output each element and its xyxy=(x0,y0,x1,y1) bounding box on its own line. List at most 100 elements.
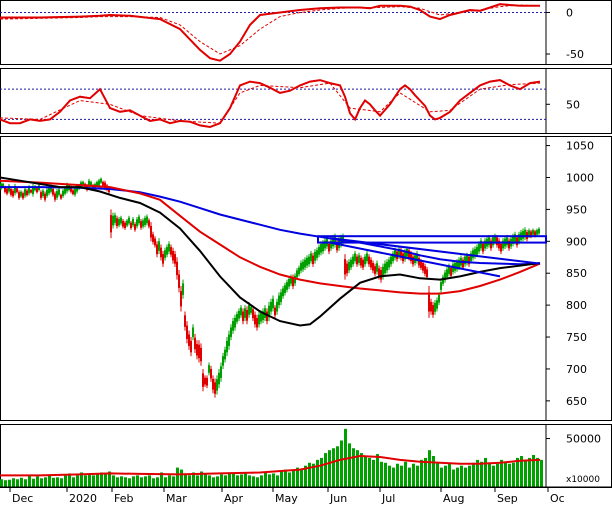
volume-bar xyxy=(432,455,435,487)
candle-body xyxy=(32,186,34,195)
volume-bar xyxy=(528,457,531,487)
volume-bar xyxy=(88,473,91,487)
candle-body xyxy=(300,263,302,271)
candle-body xyxy=(352,256,354,265)
candle-body xyxy=(334,236,336,245)
candle-body xyxy=(370,259,372,268)
volume-bar xyxy=(180,469,183,487)
candle-body xyxy=(64,188,66,194)
volume-bar xyxy=(0,479,3,487)
volume-bar xyxy=(336,446,339,487)
candle-body xyxy=(266,311,268,322)
candle-body xyxy=(216,379,218,391)
candle-body xyxy=(492,237,494,246)
candle-body xyxy=(246,309,248,321)
volume-bar xyxy=(84,475,87,487)
price-tick-label: 850 xyxy=(566,267,587,280)
volume-bar xyxy=(104,474,107,487)
candle-body xyxy=(408,250,410,258)
x-axis-label: Jun xyxy=(329,492,347,505)
macd-series-line xyxy=(0,4,541,55)
candle-body xyxy=(446,269,448,278)
volume-average-line xyxy=(0,454,541,477)
volume-bar xyxy=(480,461,483,487)
candle-body xyxy=(204,377,206,385)
candle-body xyxy=(242,311,244,322)
candle-body xyxy=(524,229,526,238)
candle-body xyxy=(164,250,166,258)
volume-bar xyxy=(348,443,351,487)
candle-body xyxy=(324,240,326,249)
x-axis-label: May xyxy=(275,492,298,505)
candle-body xyxy=(110,215,112,233)
candle-body xyxy=(432,305,434,315)
candle-body xyxy=(40,192,42,198)
volume-bar xyxy=(156,477,159,487)
candle-body xyxy=(250,307,252,313)
candle-body xyxy=(272,298,274,309)
candle-body xyxy=(162,254,164,264)
macd-tick-label: -50 xyxy=(566,48,584,61)
candle-body xyxy=(168,243,170,252)
macd-series-line xyxy=(0,3,540,62)
volume-bar xyxy=(172,476,175,487)
candle-body xyxy=(60,194,62,199)
candle-body xyxy=(282,288,284,297)
volume-bar xyxy=(96,474,99,487)
price-tick-label: 750 xyxy=(566,331,587,344)
candle-body xyxy=(458,259,460,268)
candle-body xyxy=(194,337,196,350)
volume-bar xyxy=(372,459,375,487)
candle-body xyxy=(372,263,374,271)
volume-bar xyxy=(160,472,163,487)
volume-bar xyxy=(12,478,15,487)
volume-bar xyxy=(476,459,479,487)
candle-body xyxy=(82,181,84,186)
candle-body xyxy=(200,347,202,362)
volume-bar xyxy=(28,475,31,487)
candle-body xyxy=(296,270,298,278)
candle-body xyxy=(404,251,406,260)
candle-body xyxy=(358,255,360,264)
candle-body xyxy=(362,259,364,268)
candle-body xyxy=(232,321,234,331)
candle-body xyxy=(114,215,116,223)
candle-body xyxy=(198,344,200,359)
candle-body xyxy=(102,181,104,186)
volume-bar xyxy=(516,457,519,487)
candle-body xyxy=(220,366,222,378)
candle-body xyxy=(104,182,106,189)
volume-bar xyxy=(536,457,539,487)
candle-body xyxy=(10,188,12,195)
candle-body xyxy=(438,294,440,303)
volume-bar xyxy=(272,473,275,487)
volume-bar xyxy=(76,475,79,487)
candle-body xyxy=(364,256,366,265)
candle-body xyxy=(388,259,390,268)
volume-bar xyxy=(56,477,59,487)
candle-body xyxy=(98,180,100,186)
candle-body xyxy=(534,231,536,236)
volume-bar xyxy=(16,479,19,487)
volume-bar xyxy=(420,459,423,487)
candle-body xyxy=(422,263,424,271)
candle-body xyxy=(124,222,126,229)
candle-body xyxy=(354,253,356,262)
candle-body xyxy=(166,247,168,255)
candle-body xyxy=(18,192,20,198)
volume-panel: 50000 x10000 xyxy=(0,424,612,488)
candle-body xyxy=(2,183,4,188)
candle-body xyxy=(188,334,190,346)
volume-bar xyxy=(256,477,259,487)
candle-body xyxy=(512,236,514,244)
volume-bar xyxy=(236,475,239,487)
candle-body xyxy=(140,221,142,228)
candle-body xyxy=(312,255,314,265)
ma-mid-line xyxy=(0,179,541,295)
volume-bar xyxy=(204,473,207,487)
candle-body xyxy=(20,191,22,197)
candle-body xyxy=(298,267,300,275)
volume-bar xyxy=(64,475,67,487)
candle-body xyxy=(180,291,182,307)
candle-body xyxy=(182,283,184,295)
